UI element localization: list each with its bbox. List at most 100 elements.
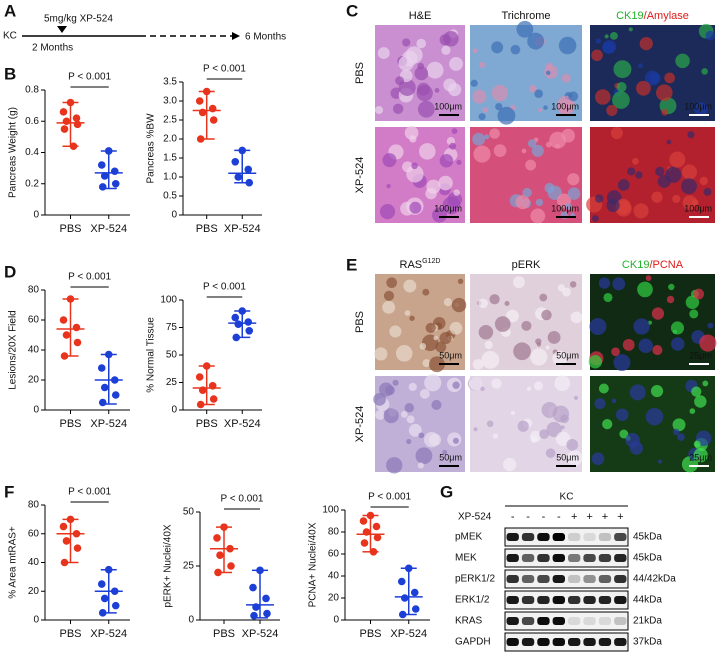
tissue-texture bbox=[468, 376, 483, 391]
data-dot bbox=[226, 544, 234, 553]
tissue-texture bbox=[541, 309, 552, 321]
timeline-arrow bbox=[232, 32, 240, 40]
blot-band bbox=[598, 575, 612, 583]
y-axis-label: PCNA+ Nuclei/40X bbox=[308, 522, 319, 607]
tissue-texture bbox=[541, 401, 558, 418]
tissue-texture bbox=[493, 144, 507, 157]
data-dot bbox=[216, 551, 224, 559]
column-label-part: H&E bbox=[409, 10, 432, 22]
data-dot bbox=[244, 318, 253, 326]
data-dot bbox=[104, 147, 113, 155]
tissue-texture bbox=[666, 139, 672, 145]
tissue-texture bbox=[395, 345, 413, 362]
timeline-end: 6 Months bbox=[245, 32, 286, 43]
tissue-texture bbox=[374, 106, 384, 115]
panel-label: B bbox=[4, 64, 16, 83]
blot-strip bbox=[504, 632, 629, 652]
data-dot bbox=[111, 601, 120, 610]
tissue-texture bbox=[598, 277, 611, 289]
data-dot bbox=[238, 307, 247, 315]
data-dot bbox=[404, 564, 413, 573]
data-dot bbox=[362, 528, 371, 536]
tissue-texture bbox=[403, 279, 417, 293]
blot-row-label: pMEK bbox=[455, 532, 483, 543]
scale-bar-label: 100μm bbox=[551, 203, 579, 213]
tissue-texture bbox=[651, 307, 665, 320]
tissue-texture bbox=[404, 310, 411, 316]
tissue-texture bbox=[379, 203, 396, 220]
blot-band bbox=[614, 617, 627, 625]
tissue-texture bbox=[699, 334, 717, 352]
tissue-texture bbox=[472, 48, 478, 54]
blot-band bbox=[614, 575, 627, 583]
y-tick-label: 0 bbox=[33, 210, 39, 221]
tissue-texture bbox=[443, 31, 459, 47]
y-tick-label: 0.8 bbox=[25, 85, 39, 96]
y-tick-label: 20 bbox=[28, 375, 40, 386]
tissue-texture bbox=[417, 462, 424, 469]
tissue-texture bbox=[527, 32, 545, 50]
data-dot bbox=[100, 172, 109, 180]
tissue-texture bbox=[693, 448, 708, 463]
y-tick-label: 0.4 bbox=[25, 147, 39, 158]
tissue-texture bbox=[416, 38, 427, 49]
tissue-texture bbox=[569, 281, 577, 288]
blot-band bbox=[568, 596, 581, 604]
tissue-texture bbox=[449, 321, 463, 335]
tissue-texture bbox=[638, 63, 643, 69]
tissue-texture bbox=[428, 356, 445, 373]
tissue-texture bbox=[535, 198, 544, 207]
data-dot bbox=[227, 562, 235, 570]
blot-band bbox=[521, 554, 535, 562]
data-dot bbox=[220, 523, 228, 531]
tissue-texture bbox=[400, 410, 408, 418]
scale-bar-label: 100μm bbox=[434, 101, 462, 111]
data-dot bbox=[97, 161, 106, 169]
blot-band bbox=[521, 638, 535, 646]
tissue-texture bbox=[649, 72, 661, 84]
blot-size: 21kDa bbox=[633, 616, 662, 627]
data-dot bbox=[195, 373, 204, 381]
tissue-texture bbox=[568, 91, 579, 102]
blot-band bbox=[552, 617, 565, 625]
blot-strip bbox=[504, 548, 629, 568]
tissue-texture bbox=[479, 61, 486, 68]
data-dot bbox=[234, 320, 243, 329]
tissue-texture bbox=[636, 80, 651, 96]
x-tick-label: XP-524 bbox=[90, 418, 127, 430]
tissue-texture bbox=[451, 128, 458, 135]
column-label-part: CK19 bbox=[616, 10, 644, 22]
tissue-texture bbox=[661, 108, 669, 116]
tissue-texture bbox=[616, 82, 627, 93]
tissue-texture bbox=[702, 380, 709, 387]
data-dot bbox=[256, 566, 264, 575]
blot-row-label: KRAS bbox=[455, 616, 483, 627]
y-tick-label: 0 bbox=[33, 615, 39, 626]
blot-band bbox=[568, 533, 581, 541]
tissue-texture bbox=[457, 278, 464, 285]
tissue-texture bbox=[402, 38, 411, 47]
tissue-texture bbox=[645, 407, 664, 426]
blot-band bbox=[552, 533, 565, 541]
data-dot bbox=[359, 517, 368, 525]
tissue-texture bbox=[398, 55, 414, 72]
tissue-texture bbox=[433, 335, 439, 341]
scale-bar-label: 50μm bbox=[556, 350, 579, 360]
data-dot bbox=[202, 87, 211, 96]
tissue-texture bbox=[566, 450, 583, 466]
tissue-texture bbox=[638, 338, 653, 354]
tissue-texture bbox=[606, 198, 620, 212]
tissue-texture bbox=[480, 386, 485, 391]
timeline-start: 2 Months bbox=[32, 43, 73, 54]
tissue-texture bbox=[558, 36, 577, 55]
tissue-texture bbox=[567, 173, 580, 186]
blot-band bbox=[537, 554, 550, 562]
column-label: RASG12D bbox=[400, 258, 441, 271]
tissue-texture bbox=[594, 194, 604, 203]
tissue-texture bbox=[611, 347, 620, 357]
data-dot bbox=[66, 295, 75, 303]
panel-label: D bbox=[4, 262, 16, 281]
blot-band bbox=[568, 617, 581, 625]
tissue-texture bbox=[404, 403, 415, 413]
tissue-texture bbox=[545, 345, 550, 350]
